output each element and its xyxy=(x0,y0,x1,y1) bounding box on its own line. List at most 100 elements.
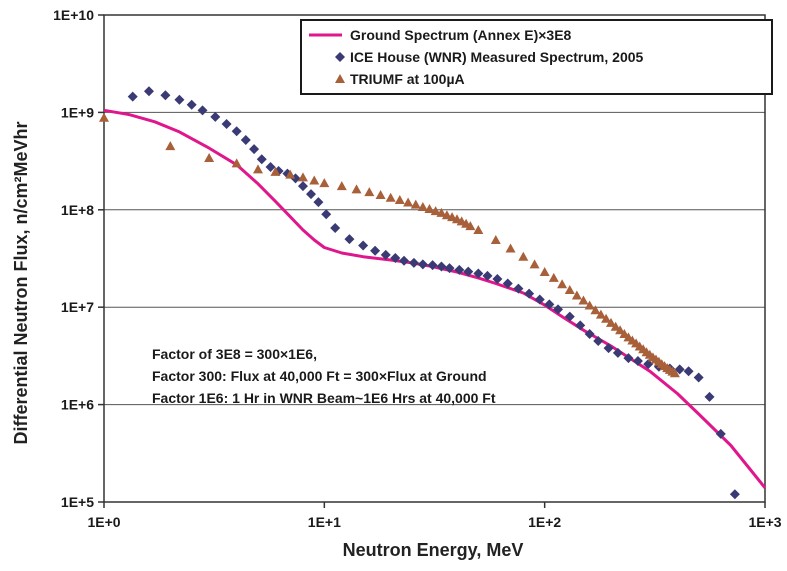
ice-house-point xyxy=(313,197,324,208)
triumf-point xyxy=(204,153,215,163)
ice-house-point xyxy=(174,94,185,105)
triumf-point xyxy=(99,112,109,122)
ice-house-point xyxy=(186,99,197,110)
ice-house-point xyxy=(729,489,740,500)
ice-house-point xyxy=(249,144,260,155)
triumf-point xyxy=(610,321,621,331)
triumf-point xyxy=(505,243,516,253)
ice-house-point xyxy=(127,91,138,102)
legend-label-triumf: TRIUMF at 100µA xyxy=(350,71,465,87)
ice-house-point xyxy=(143,86,154,97)
y-axis-ticks: 1E+5 1E+6 1E+7 1E+8 1E+9 1E+10 xyxy=(53,7,104,510)
triumf-point xyxy=(270,166,281,176)
triumf-point xyxy=(375,189,386,199)
ice-house-point xyxy=(256,154,267,165)
triumf-point xyxy=(571,290,582,300)
triumf-point xyxy=(490,234,501,244)
series-1 xyxy=(127,86,740,500)
ice-house-point xyxy=(564,311,575,322)
triumf-point xyxy=(578,295,589,305)
legend-label-ice-house: ICE House (WNR) Measured Spectrum, 2005 xyxy=(350,49,644,65)
ice-house-point xyxy=(553,304,564,315)
triumf-point xyxy=(564,285,575,295)
triumf-point xyxy=(165,141,176,151)
ice-house-point xyxy=(683,366,694,377)
ice-house-point xyxy=(321,209,332,220)
triumf-point xyxy=(424,203,435,213)
triumf-point xyxy=(669,368,680,378)
y-tick-label: 1E+6 xyxy=(61,397,94,413)
ice-house-point xyxy=(534,294,545,305)
triumf-point xyxy=(253,164,264,174)
ice-house-point xyxy=(358,240,369,251)
ice-house-point xyxy=(674,364,685,375)
triumf-point xyxy=(584,300,595,310)
ice-house-point xyxy=(482,270,493,281)
ice-house-point xyxy=(417,259,428,270)
y-tick-label: 1E+5 xyxy=(61,494,94,510)
ice-house-point xyxy=(297,181,308,192)
ice-house-point xyxy=(306,189,317,200)
ice-house-point xyxy=(473,268,484,279)
ice-house-point xyxy=(330,223,341,234)
triumf-point xyxy=(336,181,347,191)
plot-area-frame xyxy=(103,14,766,503)
triumf-point xyxy=(539,266,550,276)
ice-house-point xyxy=(643,359,654,370)
triumf-point xyxy=(319,178,330,188)
ice-house-point xyxy=(160,90,171,101)
annotation-line-1: Factor of 3E8 = 300×1E6, xyxy=(152,346,317,362)
triumf-point xyxy=(518,251,529,261)
ice-house-point xyxy=(704,391,715,402)
x-axis-ticks: 1E+0 1E+1 1E+2 1E+3 xyxy=(87,502,782,530)
data-series xyxy=(99,86,767,500)
triumf-point xyxy=(430,206,441,216)
triumf-point xyxy=(548,272,559,282)
ice-house-point xyxy=(502,278,513,289)
ice-house-point xyxy=(693,372,704,383)
legend-swatch-ice-house-diamond xyxy=(335,52,345,62)
triumf-point xyxy=(403,197,414,207)
y-axis-title: Differential Neutron Flux, n/cm²MeVhr xyxy=(11,121,31,444)
ice-house-point xyxy=(524,288,535,299)
triumf-point xyxy=(285,169,296,179)
triumf-point xyxy=(385,192,396,202)
triumf-point xyxy=(364,187,375,197)
triumf-point xyxy=(615,325,626,335)
y-tick-label: 1E+9 xyxy=(61,104,94,120)
ice-house-point xyxy=(436,261,447,272)
x-tick-label: 1E+3 xyxy=(748,514,781,530)
triumf-point xyxy=(417,201,428,211)
triumf-point xyxy=(473,225,484,235)
y-tick-label: 1E+7 xyxy=(61,299,94,315)
ice-house-point xyxy=(210,111,221,122)
ice-house-point xyxy=(370,245,381,256)
ice-house-point xyxy=(444,263,455,274)
ice-house-point xyxy=(513,283,524,294)
ice-house-point xyxy=(584,329,595,340)
ice-house-point xyxy=(463,266,474,277)
ice-house-point xyxy=(454,264,465,275)
triumf-point xyxy=(441,210,452,220)
triumf-point xyxy=(231,158,242,168)
ice-house-point xyxy=(221,119,232,130)
annotation-block: Factor of 3E8 = 300×1E6, Factor 300: Flu… xyxy=(152,346,496,406)
ice-house-point xyxy=(603,343,614,354)
series-0 xyxy=(103,108,767,489)
triumf-point xyxy=(595,309,606,319)
ground-spectrum-line xyxy=(103,108,767,489)
ice-house-point xyxy=(575,320,586,331)
x-tick-label: 1E+0 xyxy=(87,514,120,530)
triumf-point xyxy=(590,305,601,315)
triumf-point xyxy=(410,199,421,209)
triumf-point xyxy=(557,279,568,289)
annotation-line-2: Factor 300: Flux at 40,000 Ft = 300×Flux… xyxy=(152,368,487,384)
ice-house-point xyxy=(632,356,643,367)
x-tick-label: 1E+2 xyxy=(528,514,561,530)
triumf-point xyxy=(297,172,308,182)
legend-swatch-triumf-triangle xyxy=(335,74,345,83)
ice-house-point xyxy=(715,428,726,439)
ice-house-point xyxy=(390,252,401,263)
triumf-point xyxy=(601,313,612,323)
ice-house-point xyxy=(197,105,208,116)
